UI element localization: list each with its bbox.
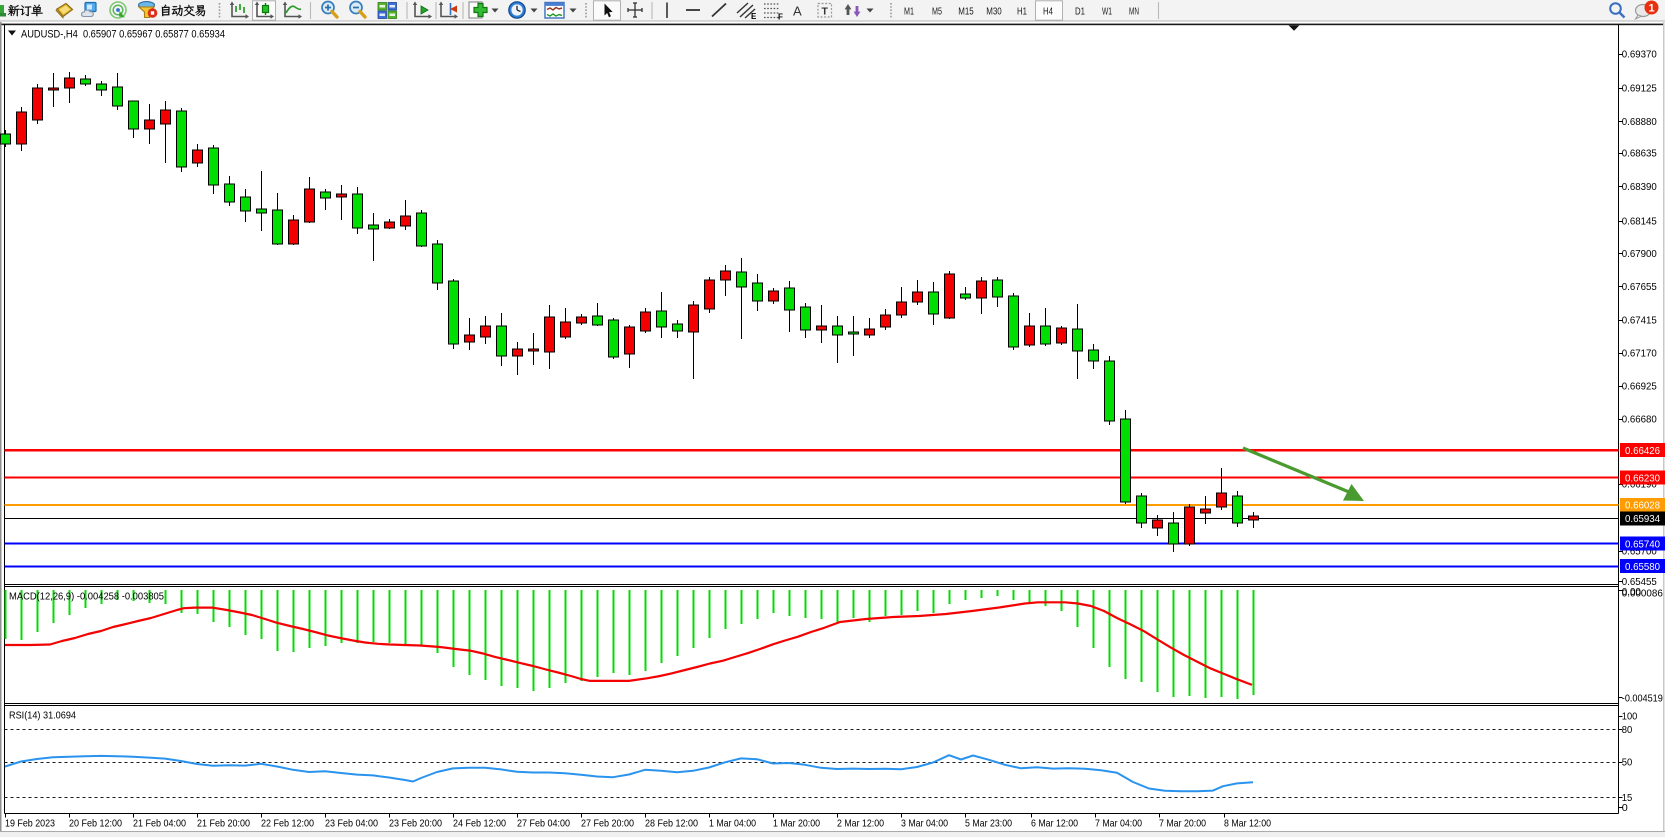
svg-text:M30: M30 [986,6,1002,18]
svg-text:0.66426: 0.66426 [1625,446,1660,457]
svg-text:M1: M1 [904,6,914,18]
svg-text:19 Feb 2023: 19 Feb 2023 [5,819,55,830]
svg-text:A: A [793,4,802,19]
svg-text:27 Feb 04:00: 27 Feb 04:00 [517,819,570,830]
svg-text:1: 1 [1648,3,1654,15]
svg-text:RSI(14) 31.0694: RSI(14) 31.0694 [9,711,76,722]
svg-text:M15: M15 [958,6,974,18]
svg-text:50: 50 [1622,758,1633,769]
svg-text:0.67655: 0.67655 [1622,282,1657,293]
svg-text:0.65580: 0.65580 [1625,562,1660,573]
svg-text:7 Mar 04:00: 7 Mar 04:00 [1095,819,1142,830]
svg-text:80: 80 [1622,725,1633,736]
svg-text:0.68145: 0.68145 [1622,217,1657,228]
svg-text:0.65455: 0.65455 [1622,577,1657,588]
svg-text:6 Mar 12:00: 6 Mar 12:00 [1031,819,1078,830]
svg-text:0.69370: 0.69370 [1622,50,1657,61]
svg-text:0.00: 0.00 [1622,587,1641,598]
svg-text:0.66230: 0.66230 [1625,473,1660,484]
svg-text:H1: H1 [1017,6,1027,18]
svg-text:MN: MN [1129,6,1139,18]
svg-text:1 Mar 04:00: 1 Mar 04:00 [709,819,756,830]
svg-text:21 Feb 20:00: 21 Feb 20:00 [197,819,250,830]
svg-text:3 Mar 04:00: 3 Mar 04:00 [901,819,948,830]
svg-text:M5: M5 [932,6,942,18]
svg-text:5 Mar 23:00: 5 Mar 23:00 [965,819,1012,830]
svg-text:E: E [751,12,757,21]
svg-text:0.66680: 0.66680 [1622,415,1657,426]
svg-text:23 Feb 04:00: 23 Feb 04:00 [325,819,378,830]
svg-text:28 Feb 12:00: 28 Feb 12:00 [645,819,698,830]
svg-text:27 Feb 20:00: 27 Feb 20:00 [581,819,634,830]
svg-text:0.66190: 0.66190 [1622,480,1657,491]
svg-text:F: F [778,13,783,22]
svg-text:0.69125: 0.69125 [1622,84,1657,95]
svg-text:D1: D1 [1075,6,1085,18]
svg-text:0.67415: 0.67415 [1622,316,1657,327]
svg-text:0.65740: 0.65740 [1625,540,1660,551]
svg-text:0.66028: 0.66028 [1625,501,1660,512]
svg-text:100: 100 [1622,712,1638,723]
svg-text:-0.004519: -0.004519 [1622,694,1663,705]
svg-text:23 Feb 20:00: 23 Feb 20:00 [389,819,442,830]
svg-text:T: T [822,6,829,18]
svg-text:20 Feb 12:00: 20 Feb 12:00 [69,819,122,830]
svg-text:0.65700: 0.65700 [1622,547,1657,558]
svg-text:0: 0 [1622,803,1628,814]
svg-text:15: 15 [1622,793,1633,804]
svg-text:W1: W1 [1102,6,1112,18]
svg-text:0.67170: 0.67170 [1622,349,1657,360]
svg-text:7 Mar 20:00: 7 Mar 20:00 [1159,819,1206,830]
svg-text:0.68390: 0.68390 [1622,182,1657,193]
svg-text:0.68880: 0.68880 [1622,117,1657,128]
svg-text:MACD(12,26,9) -0.004258 -0.003: MACD(12,26,9) -0.004258 -0.003805 [9,592,164,603]
svg-text:8 Mar 12:00: 8 Mar 12:00 [1224,819,1271,830]
svg-text:0.000086: 0.000086 [1622,589,1663,600]
svg-text:1 Mar 20:00: 1 Mar 20:00 [773,819,820,830]
svg-text:21 Feb 04:00: 21 Feb 04:00 [133,819,186,830]
svg-text:H4: H4 [1043,6,1053,18]
svg-text:0.68635: 0.68635 [1622,149,1657,160]
svg-text:2 Mar 12:00: 2 Mar 12:00 [837,819,884,830]
svg-text:0.65934: 0.65934 [1625,514,1660,525]
svg-text:0.67900: 0.67900 [1622,249,1657,260]
svg-text:22 Feb 12:00: 22 Feb 12:00 [261,819,314,830]
svg-text:AUDUSD-,H4 0.65907 0.65967 0.: AUDUSD-,H4 0.65907 0.65967 0.65877 0.659… [21,29,225,41]
svg-text:24 Feb 12:00: 24 Feb 12:00 [453,819,506,830]
svg-text:0.66925: 0.66925 [1622,382,1657,393]
